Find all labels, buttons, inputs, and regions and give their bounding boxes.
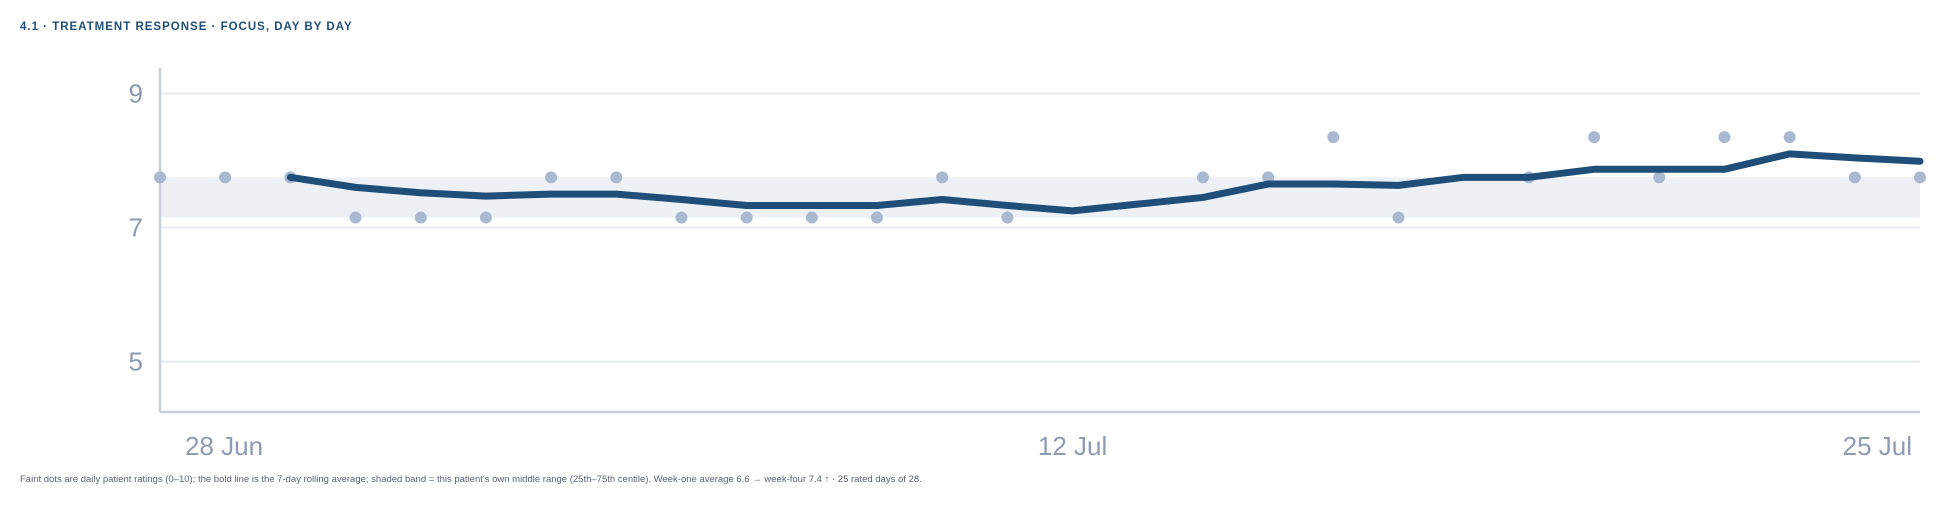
- daily-rating-dot: [1588, 131, 1601, 144]
- daily-rating-dot: [154, 171, 166, 184]
- y-tick-label: 5: [129, 347, 143, 377]
- daily-rating-dot: [1653, 171, 1666, 184]
- daily-rating-dot: [805, 211, 818, 224]
- rolling-average-line: [286, 150, 1924, 215]
- chart-caption: Faint dots are daily patient ratings (0–…: [20, 474, 922, 485]
- x-tick-label: 28 Jun: [185, 431, 263, 461]
- daily-rating-dot: [740, 211, 753, 224]
- daily-rating-dot: [1001, 211, 1014, 224]
- daily-rating-dot: [219, 171, 232, 184]
- daily-rating-dot: [545, 171, 558, 184]
- daily-rating-dot: [1327, 131, 1340, 144]
- x-tick-label: 12 Jul: [1038, 431, 1107, 461]
- daily-rating-dot: [414, 211, 427, 224]
- daily-rating-dot: [1914, 171, 1926, 184]
- daily-rating-dot: [1262, 171, 1275, 184]
- daily-rating-dot: [1848, 171, 1861, 184]
- daily-rating-dot: [479, 211, 492, 224]
- daily-rating-dot: [1392, 211, 1405, 224]
- y-tick-label: 9: [129, 79, 143, 109]
- chart-title: 4.1 · TREATMENT RESPONSE · FOCUS, DAY BY…: [20, 21, 353, 33]
- y-tick-label: 7: [129, 213, 143, 243]
- daily-rating-dot: [610, 171, 623, 184]
- x-tick-label: 25 Jul: [1843, 431, 1912, 461]
- daily-rating-dot: [871, 211, 884, 224]
- daily-rating-dot: [1718, 131, 1731, 144]
- daily-rating-dot: [936, 171, 949, 184]
- daily-rating-dot: [1196, 171, 1209, 184]
- daily-rating-dot: [349, 211, 362, 224]
- daily-rating-dot: [1783, 131, 1796, 144]
- daily-rating-dot: [675, 211, 688, 224]
